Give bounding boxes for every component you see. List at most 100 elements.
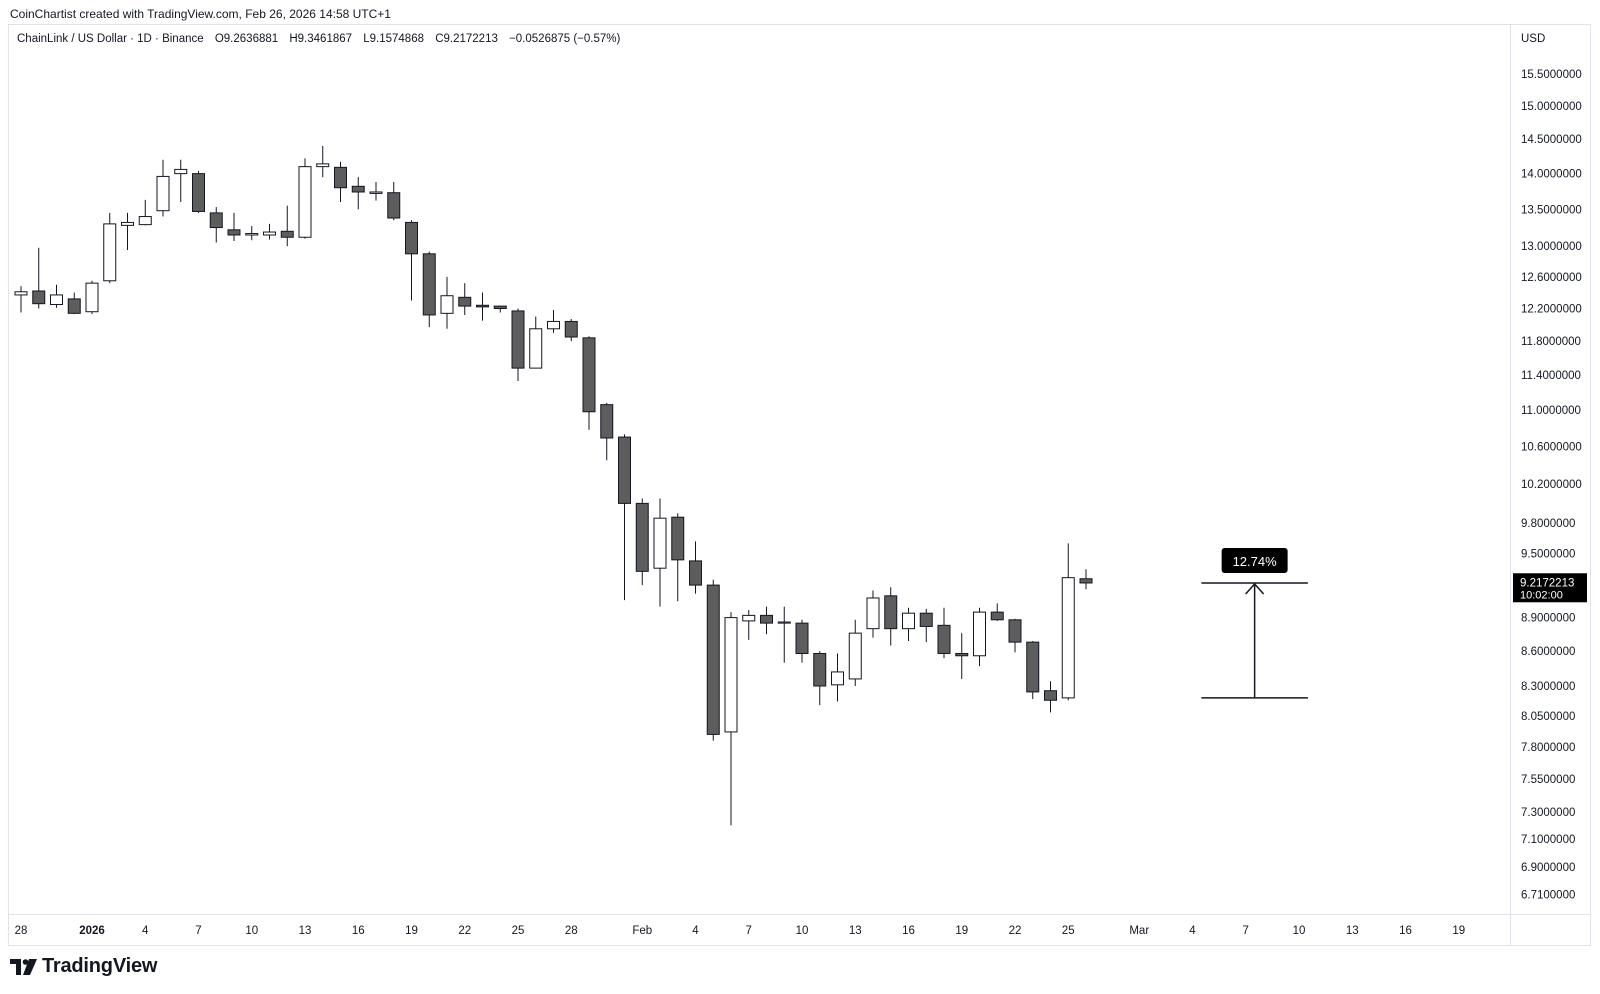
candle-body-down <box>476 304 489 308</box>
last-price-box <box>1513 573 1587 603</box>
currency-label[interactable]: USD <box>1521 33 1546 45</box>
price-tick-label: 7.3000000 <box>1521 807 1575 819</box>
candle-body-up <box>298 166 312 238</box>
candle-body-up <box>156 175 170 212</box>
time-tick-label: 13 <box>1346 925 1359 937</box>
price-tick-label: 12.6000000 <box>1521 272 1582 284</box>
last-price-value: 9.2172213 <box>1520 577 1574 589</box>
candle-body-up <box>121 221 134 226</box>
candle-body-down <box>511 310 525 369</box>
measure-label: 12.74% <box>1233 554 1278 569</box>
price-tick-label: 7.5500000 <box>1521 774 1575 786</box>
price-tick-label: 15.5000000 <box>1521 69 1582 81</box>
candle-body-down <box>760 614 773 624</box>
candle-body-up <box>369 191 383 194</box>
chart-frame <box>8 24 1591 946</box>
candlestick-chart[interactable]: 15.5000000 15.0000000 14.5000000 14.0000000… <box>0 0 1600 950</box>
price-tick-label: 13.0000000 <box>1521 241 1582 253</box>
candle-body-down <box>227 229 241 236</box>
candle-body-up <box>440 295 454 314</box>
candle-body-down <box>795 622 809 654</box>
legend-open: O9.2636881 <box>214 33 279 45</box>
candle-body-down <box>405 221 418 255</box>
time-tick-label: 19 <box>955 925 968 937</box>
candle-body-down <box>990 611 1004 621</box>
measure-arrowhead <box>1245 582 1265 595</box>
candle-body-down <box>280 230 294 238</box>
candle-body-up <box>1061 577 1075 699</box>
tradingview-wordmark: TradingView <box>42 955 158 977</box>
chart-credit: CoinChartist created with TradingView.co… <box>10 7 391 21</box>
price-tick-label: 8.3000000 <box>1521 681 1575 693</box>
candle-body-down <box>192 173 205 212</box>
price-tick-label: 13.5000000 <box>1521 204 1582 216</box>
candle-body-down <box>813 652 827 687</box>
tradingview-logo[interactable]: TradingView <box>10 955 157 978</box>
price-range-measure: 12.74% <box>1201 547 1308 699</box>
time-tick-label: 13 <box>299 925 312 937</box>
price-tick-label: 11.8000000 <box>1521 336 1581 348</box>
candle-body-down <box>334 166 347 189</box>
time-tick-label: 16 <box>902 925 915 937</box>
candle-body-down <box>1079 578 1093 584</box>
time-tick-label: Feb <box>632 925 652 937</box>
candle-body-down <box>493 305 507 309</box>
time-tick-label: 22 <box>1009 925 1022 937</box>
legend-low: L9.1574868 <box>363 33 424 45</box>
time-tick-label: 25 <box>1062 925 1075 937</box>
time-tick-label: 28 <box>565 925 578 937</box>
price-tick-label: 8.9000000 <box>1521 613 1575 625</box>
time-tick-label: 7 <box>746 925 752 937</box>
time-tick-label: 2026 <box>79 925 105 937</box>
price-tick-label: 8.0500000 <box>1521 711 1575 723</box>
price-tick-label: 11.0000000 <box>1521 405 1581 417</box>
candle-body-up <box>263 231 276 236</box>
candle-body-down <box>884 595 898 630</box>
candle-body-down <box>209 212 223 229</box>
candle-body-down <box>618 436 631 504</box>
price-tick-label: 14.0000000 <box>1521 169 1582 181</box>
candle-body-up <box>103 223 117 282</box>
candle-body-down <box>564 320 578 338</box>
candle-body-down <box>1008 619 1022 643</box>
candle-body-down <box>1026 641 1040 693</box>
tradingview-logo-icon <box>10 958 37 975</box>
time-tick-label: 28 <box>15 925 28 937</box>
time-tick-label: 10 <box>245 925 258 937</box>
time-tick-label: 16 <box>1399 925 1412 937</box>
candle-body-up <box>848 632 862 680</box>
time-tick-label: 10 <box>796 925 809 937</box>
price-tick-label: 6.7100000 <box>1521 889 1575 901</box>
candle-body-up <box>50 294 63 305</box>
candle-body-up <box>14 291 28 296</box>
measure-label-box <box>1221 547 1288 573</box>
candle-body-up <box>85 282 99 313</box>
price-tick-label: 6.9000000 <box>1521 862 1575 874</box>
candle-body-up <box>973 611 986 657</box>
time-tick-label: 7 <box>195 925 201 937</box>
candle-body-down <box>387 192 401 219</box>
price-tick-label: 7.8000000 <box>1521 742 1575 754</box>
time-tick-label: 25 <box>512 925 525 937</box>
candles-layer <box>14 146 1093 826</box>
time-tick-label: Mar <box>1129 925 1149 937</box>
candle-body-up <box>316 163 330 168</box>
time-tick-label: 4 <box>1189 925 1196 937</box>
candle-body-up <box>529 328 543 369</box>
time-tick-label: 10 <box>1293 925 1306 937</box>
candle-body-down <box>955 652 969 657</box>
candle-body-down <box>1044 690 1057 701</box>
price-tick-label: 8.6000000 <box>1521 646 1575 658</box>
candle-body-down <box>351 185 365 193</box>
price-axis-divider <box>1510 24 1511 946</box>
candle-body-down <box>635 502 649 572</box>
price-tick-label: 9.8000000 <box>1521 518 1575 530</box>
price-axis: 15.5000000 15.0000000 14.5000000 14.0000000… <box>1521 69 1582 902</box>
candle-body-up <box>742 614 756 622</box>
candle-body-down <box>671 516 685 561</box>
bar-countdown: 10:02:00 <box>1520 589 1563 601</box>
time-tick-label: 19 <box>1452 925 1465 937</box>
candle-body-down <box>689 560 702 586</box>
candle-body-down <box>706 584 720 735</box>
price-tick-label: 12.2000000 <box>1521 303 1582 315</box>
